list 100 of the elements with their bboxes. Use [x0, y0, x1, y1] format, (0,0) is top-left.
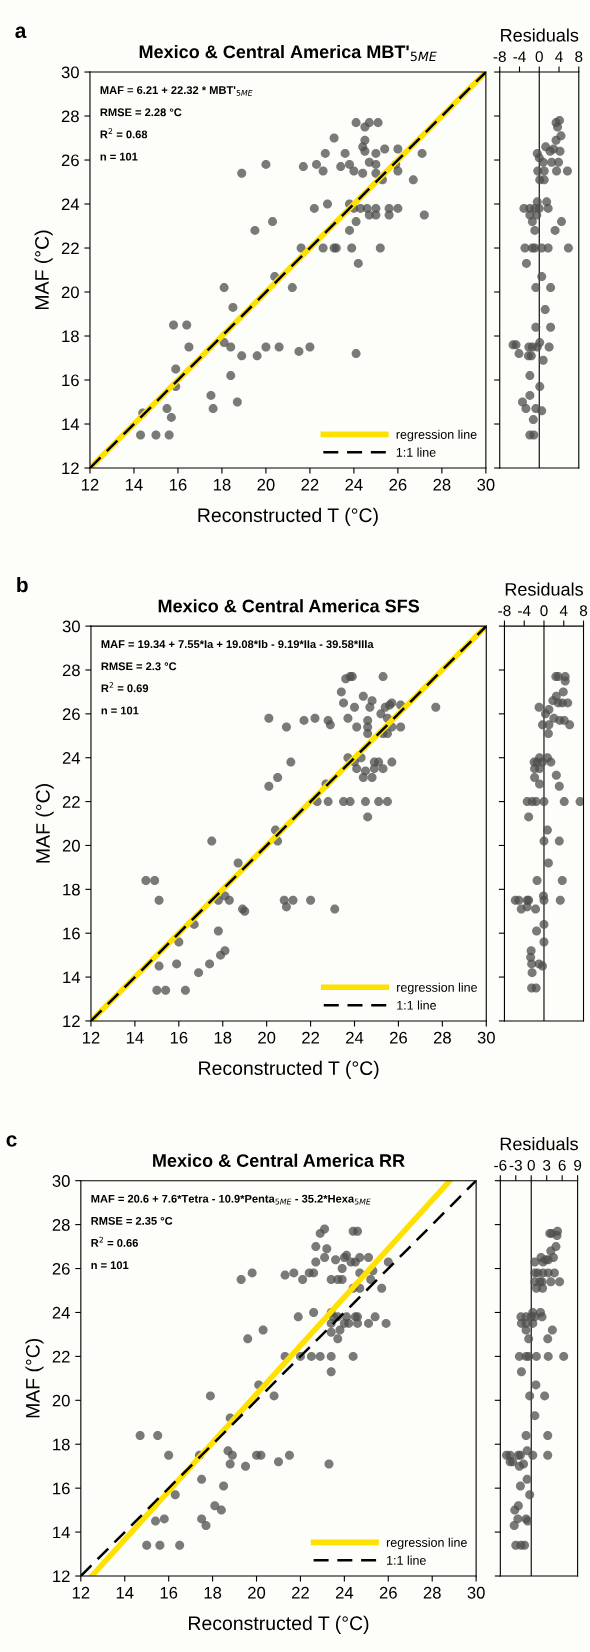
y-tick-label: 20 — [62, 839, 80, 852]
annotation: R$^{2}$ = 0.66 — [91, 1236, 138, 1247]
x-tick-label: 22 — [292, 1586, 309, 1599]
x-tick-label: 26 — [390, 1031, 407, 1044]
text: b — [17, 576, 28, 593]
x-tick-label: 20 — [258, 1031, 276, 1044]
y-tick-label: 26 — [52, 1262, 70, 1275]
x-tick-label: 28 — [423, 1586, 441, 1599]
x-tick-label: 22 — [301, 478, 319, 491]
y-tick-label: 18 — [62, 330, 79, 343]
x-tick-label: 0 — [535, 51, 543, 63]
legend-label: regression line — [396, 429, 477, 442]
y-tick-label: 20 — [52, 1394, 70, 1407]
y-tick-label: 12 — [62, 462, 79, 475]
x-tick-label: 26 — [379, 1586, 397, 1599]
annotation: n = 101 — [91, 1261, 129, 1270]
legend-label: regression line — [386, 1537, 467, 1550]
y-tick-label: 16 — [53, 1482, 70, 1495]
y-tick-label: 22 — [62, 795, 80, 808]
x-tick-label: 24 — [335, 1586, 354, 1599]
y-tick-label: 16 — [63, 927, 80, 940]
y-axis-title: MAF (°C) — [25, 1338, 44, 1418]
x-tick-label: 30 — [477, 1031, 495, 1044]
chart-title: Mexico & Central America SFS — [158, 599, 420, 613]
x-tick-label: -4 — [513, 51, 526, 62]
y-tick-label: 12 — [53, 1570, 70, 1583]
y-tick-label: 14 — [62, 418, 80, 431]
x-tick-label: 18 — [213, 478, 231, 491]
x-tick-label: 9 — [574, 1159, 582, 1171]
y-tick-label: 24 — [61, 198, 80, 211]
y-axis-title: MAF (°C) — [35, 784, 54, 863]
x-tick-label: 12 — [72, 1586, 90, 1599]
y-tick-label: 20 — [61, 286, 79, 299]
x-tick-label: 26 — [389, 478, 407, 491]
annotation: R$^{2}$ = 0.68 — [100, 128, 148, 139]
x-tick-label: 16 — [169, 478, 187, 491]
x-tick-label: 22 — [302, 1031, 320, 1044]
x-tick-label: 28 — [433, 478, 451, 491]
y-tick-label: 18 — [63, 883, 80, 896]
y-tick-label: 24 — [52, 1306, 70, 1319]
x-tick-label: 16 — [160, 1586, 178, 1599]
y-tick-label: 28 — [61, 110, 79, 123]
x-tick-label: 12 — [81, 478, 99, 491]
y-tick-label: 16 — [62, 374, 79, 387]
x-tick-label: 30 — [477, 478, 495, 491]
legend-label: 1:1 line — [387, 1555, 426, 1565]
annotation: RMSE = 2.28 °C — [100, 108, 182, 117]
x-tick-label: 24 — [345, 478, 363, 491]
annotation: n = 101 — [101, 706, 139, 715]
x-tick-label: -3 — [509, 1159, 522, 1171]
x-tick-label: 4 — [559, 605, 568, 616]
x-tick-label: 14 — [126, 1031, 144, 1044]
annotation: R$^{2}$ = 0.69 — [101, 682, 149, 693]
annotation: n = 101 — [100, 152, 138, 161]
x-tick-label: 18 — [214, 1031, 232, 1044]
x-tick-label: 6 — [558, 1159, 566, 1171]
y-tick-label: 26 — [62, 708, 80, 721]
x-tick-label: 0 — [540, 605, 548, 617]
chart-title: Mexico & Central America MBT'$_{5ME}$ — [139, 44, 437, 62]
y-tick-label: 22 — [61, 242, 79, 255]
x-tick-label: 14 — [116, 1587, 134, 1599]
y-tick-label: 28 — [62, 664, 80, 677]
y-axis-title: MAF (°C) — [34, 230, 53, 310]
x-axis-title: Reconstructed T (°C) — [189, 1615, 369, 1634]
x-tick-label: -4 — [518, 605, 531, 616]
x-tick-label: -8 — [493, 51, 506, 63]
legend-label: 1:1 line — [397, 1000, 436, 1010]
y-tick-label: 24 — [62, 752, 81, 764]
annotation: MAF = 6.21 + 22.32 * MBT'$_{5ME}$ — [100, 86, 253, 96]
x-axis-title: Reconstructed T (°C) — [199, 1060, 379, 1079]
x-tick-label: 20 — [248, 1586, 266, 1599]
x-tick-label: 12 — [82, 1031, 100, 1044]
x-tick-label: 20 — [257, 478, 275, 491]
annotation: RMSE = 2.35 °C — [91, 1216, 173, 1225]
y-tick-label: 28 — [52, 1219, 70, 1231]
x-tick-label: 30 — [467, 1586, 485, 1599]
y-tick-label: 12 — [63, 1015, 80, 1027]
legend-label: 1:1 line — [396, 447, 436, 457]
x-axis-title: Reconstructed T (°C) — [198, 507, 378, 526]
annotation: MAF = 19.34 + 7.55*Ia + 19.08*Ib - 9.19*IIa - 39.58*IIIa — [101, 639, 374, 649]
legend-label: regression line — [397, 982, 477, 995]
y-tick-label: 18 — [53, 1438, 70, 1451]
y-tick-label: 30 — [52, 1175, 70, 1187]
x-tick-label: 24 — [346, 1031, 364, 1044]
x-tick-label: 28 — [433, 1031, 451, 1044]
y-tick-label: 14 — [63, 971, 81, 984]
x-tick-label: 14 — [125, 479, 143, 491]
x-tick-label: -8 — [498, 605, 511, 617]
y-tick-label: 30 — [62, 620, 80, 633]
chart-title: Mexico & Central America RR — [153, 1153, 405, 1167]
x-tick-label: 4 — [555, 51, 563, 62]
chart-title: Residuals — [501, 28, 579, 42]
text: a — [15, 26, 27, 39]
chart-title: Residuals — [505, 582, 583, 596]
x-tick-label: 3 — [543, 1159, 551, 1171]
x-tick-label: 8 — [575, 51, 583, 63]
y-tick-label: 22 — [52, 1350, 70, 1363]
y-tick-label: 14 — [53, 1526, 70, 1539]
x-tick-label: 18 — [204, 1586, 222, 1599]
x-tick-label: 16 — [170, 1031, 188, 1044]
